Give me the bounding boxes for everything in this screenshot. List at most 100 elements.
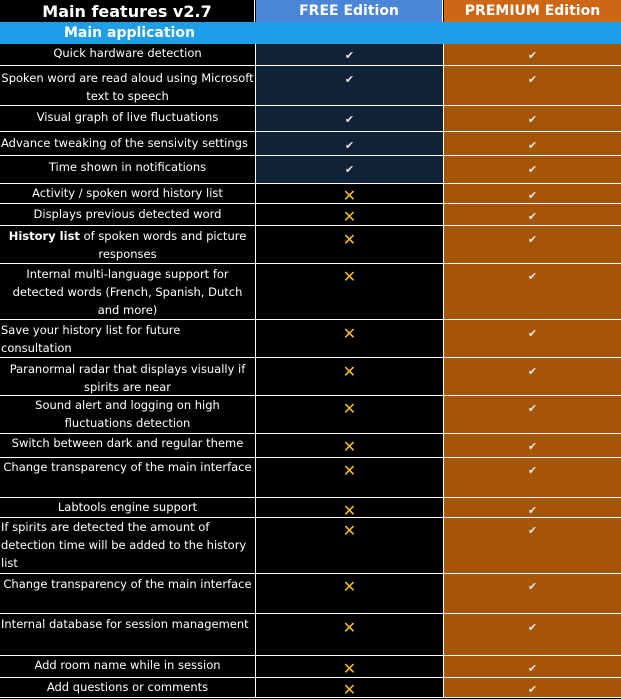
free-edition-cell: ✕ bbox=[256, 574, 444, 614]
check-icon: ✔ bbox=[527, 163, 538, 176]
premium-edition-cell: ✔ bbox=[444, 518, 621, 574]
premium-edition-cell: ✔ bbox=[444, 226, 621, 264]
feature-label: of spoken words and picture responses bbox=[79, 229, 247, 261]
premium-edition-cell: ✔ bbox=[444, 106, 621, 132]
feature-label: Displays previous detected word bbox=[33, 207, 222, 221]
feature-cell: Sound alert and logging on high fluctuat… bbox=[0, 396, 256, 434]
free-edition-cell: ✔ bbox=[256, 44, 444, 66]
feature-cell: Paranormal radar that displays visually … bbox=[0, 358, 256, 396]
feature-label: Change transparency of the main interfac… bbox=[3, 577, 252, 591]
cross-icon: ✕ bbox=[342, 230, 357, 249]
free-edition-cell: ✔ bbox=[256, 66, 444, 106]
feature-cell: Change transparency of the main interfac… bbox=[0, 574, 256, 614]
cross-icon: ✕ bbox=[342, 207, 357, 226]
feature-label: Add room name while in session bbox=[34, 658, 221, 672]
check-icon: ✔ bbox=[344, 163, 355, 176]
feature-cell: Labtools engine support bbox=[0, 498, 256, 518]
cross-icon: ✕ bbox=[342, 186, 357, 205]
table-row: Activity / spoken word history list ✕ ✔ bbox=[0, 184, 621, 205]
feature-label: Change transparency of the main interfac… bbox=[3, 460, 252, 474]
feature-label: Sound alert and logging on high fluctuat… bbox=[35, 398, 220, 430]
check-icon: ✔ bbox=[344, 49, 355, 62]
cross-icon: ✕ bbox=[342, 324, 357, 343]
check-icon: ✔ bbox=[527, 621, 538, 634]
feature-cell: Visual graph of live fluctuations bbox=[0, 106, 256, 132]
check-icon: ✔ bbox=[527, 113, 538, 126]
feature-label: Paranormal radar that displays visually … bbox=[9, 362, 246, 394]
check-icon: ✔ bbox=[527, 440, 538, 453]
table-row: Quick hardware detection ✔ ✔ bbox=[0, 44, 621, 66]
premium-edition-cell: ✔ bbox=[444, 656, 621, 678]
feature-label: Spoken word are read aloud using Microso… bbox=[1, 71, 254, 103]
table-row: Sound alert and logging on high fluctuat… bbox=[0, 396, 621, 434]
table-row: Visual graph of live fluctuations ✔ ✔ bbox=[0, 106, 621, 132]
table-row: Spoken word are read aloud using Microso… bbox=[0, 66, 621, 106]
free-edition-cell: ✕ bbox=[256, 204, 444, 226]
table-row: Save your history list for future consul… bbox=[0, 320, 621, 358]
free-edition-cell: ✕ bbox=[256, 396, 444, 434]
cross-icon: ✕ bbox=[342, 680, 357, 699]
check-icon: ✔ bbox=[527, 580, 538, 593]
free-edition-cell: ✔ bbox=[256, 106, 444, 132]
feature-cell: Switch between dark and regular theme bbox=[0, 434, 256, 458]
free-edition-cell: ✔ bbox=[256, 156, 444, 184]
feature-cell: Save your history list for future consul… bbox=[0, 320, 256, 358]
check-icon: ✔ bbox=[527, 524, 538, 537]
section-main-application: Main application bbox=[0, 22, 621, 44]
free-edition-cell: ✕ bbox=[256, 184, 444, 205]
table-row: Time shown in notifications ✔ ✔ bbox=[0, 156, 621, 184]
check-icon: ✔ bbox=[344, 73, 355, 86]
check-icon: ✔ bbox=[527, 683, 538, 696]
feature-label: Quick hardware detection bbox=[53, 46, 202, 60]
premium-edition-cell: ✔ bbox=[444, 678, 621, 698]
check-icon: ✔ bbox=[527, 49, 538, 62]
feature-label: Internal multi-language support for dete… bbox=[12, 267, 243, 317]
check-icon: ✔ bbox=[527, 662, 538, 675]
cross-icon: ✕ bbox=[342, 437, 357, 456]
free-edition-cell: ✕ bbox=[256, 226, 444, 264]
feature-cell: Add questions or comments bbox=[0, 678, 256, 698]
check-icon: ✔ bbox=[527, 73, 538, 86]
premium-edition-cell: ✔ bbox=[444, 132, 621, 156]
check-icon: ✔ bbox=[527, 270, 538, 283]
feature-label: Activity / spoken word history list bbox=[32, 186, 223, 200]
feature-label: Internal database for session management bbox=[1, 617, 249, 631]
table-row: Add room name while in session ✕ ✔ bbox=[0, 656, 621, 678]
free-edition-cell: ✕ bbox=[256, 458, 444, 498]
premium-edition-cell: ✔ bbox=[444, 574, 621, 614]
free-edition-cell: ✕ bbox=[256, 320, 444, 358]
check-icon: ✔ bbox=[527, 233, 538, 246]
table-row: Change transparency of the main interfac… bbox=[0, 574, 621, 614]
premium-edition-cell: ✔ bbox=[444, 184, 621, 204]
free-edition-cell: ✕ bbox=[256, 498, 444, 520]
premium-edition-cell: ✔ bbox=[444, 44, 621, 66]
table-row: Labtools engine support ✕ ✔ bbox=[0, 498, 621, 520]
feature-cell: Change transparency of the main interfac… bbox=[0, 458, 256, 498]
check-icon: ✔ bbox=[527, 189, 538, 202]
free-edition-cell: ✕ bbox=[256, 518, 444, 574]
free-edition-cell: ✕ bbox=[256, 678, 444, 699]
features-column-header: Main features v2.7 bbox=[0, 0, 255, 22]
table-row: Advance tweaking of the sensivity settin… bbox=[0, 132, 621, 156]
feature-label: Labtools engine support bbox=[57, 500, 198, 514]
free-edition-cell: ✕ bbox=[256, 358, 444, 396]
table-row: History list of spoken words and picture… bbox=[0, 226, 621, 264]
feature-cell: Spoken word are read aloud using Microso… bbox=[0, 66, 256, 106]
cross-icon: ✕ bbox=[342, 399, 357, 418]
free-edition-cell: ✕ bbox=[256, 656, 444, 678]
premium-edition-cell: ✔ bbox=[444, 614, 621, 656]
feature-label: Visual graph of live fluctuations bbox=[36, 110, 219, 124]
table-row: Switch between dark and regular theme ✕ ✔ bbox=[0, 434, 621, 458]
free-edition-cell: ✕ bbox=[256, 264, 444, 320]
table-row: Paranormal radar that displays visually … bbox=[0, 358, 621, 396]
premium-edition-cell: ✔ bbox=[444, 498, 621, 518]
feature-cell: Internal database for session management bbox=[0, 614, 256, 656]
premium-edition-cell: ✔ bbox=[444, 66, 621, 106]
cross-icon: ✕ bbox=[342, 267, 357, 286]
premium-edition-header: PREMIUM Edition bbox=[444, 0, 621, 22]
premium-edition-cell: ✔ bbox=[444, 204, 621, 226]
premium-edition-cell: ✔ bbox=[444, 434, 621, 458]
premium-edition-cell: ✔ bbox=[444, 396, 621, 434]
table-row: Internal database for session management… bbox=[0, 614, 621, 656]
